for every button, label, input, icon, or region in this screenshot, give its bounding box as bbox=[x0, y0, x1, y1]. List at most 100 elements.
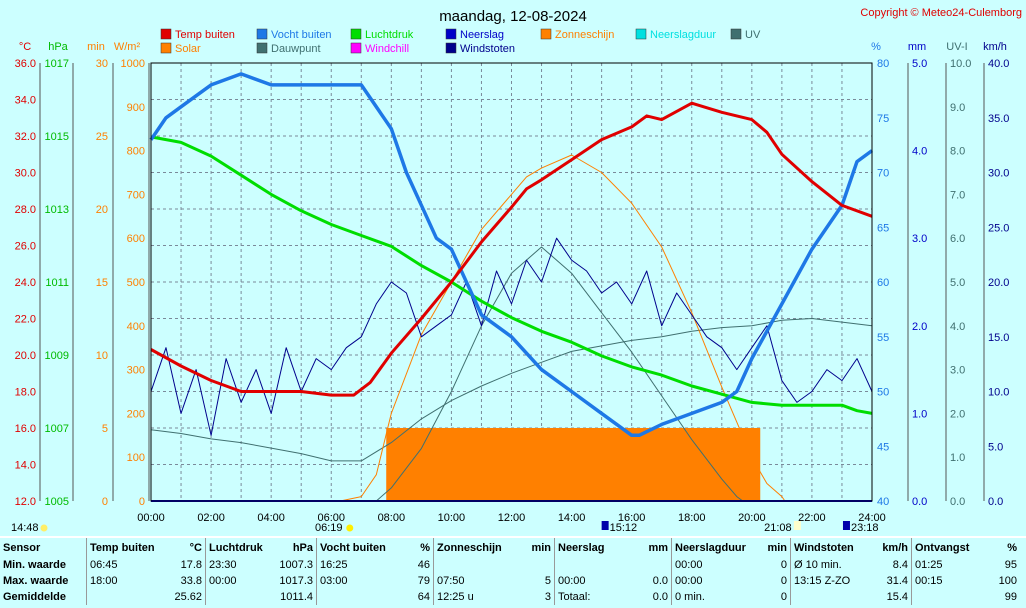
stats-cell-time: 13:15 Z-ZO bbox=[790, 573, 869, 589]
stats-cell-value: 33.8 bbox=[180, 575, 202, 587]
copyright-text: Copyright © Meteo24-Culemborg bbox=[860, 7, 1022, 19]
stats-cell-time: Ø 10 min. bbox=[790, 557, 869, 573]
solar-line bbox=[340, 154, 786, 502]
axis-unit-pressure: hPa bbox=[48, 41, 68, 53]
legend-swatch bbox=[160, 28, 172, 40]
stats-cell-value: 1007.3 bbox=[279, 559, 313, 571]
uv-tick-label: 0.0 bbox=[950, 496, 965, 508]
stats-header-rain-unit: mm bbox=[648, 541, 668, 554]
stats-cell-time: 23:30 bbox=[205, 557, 272, 573]
chart-title: maandag, 12-08-2024 bbox=[439, 8, 587, 25]
humidity-tick-label: 50 bbox=[877, 387, 889, 399]
uv-tick-label: 4.0 bbox=[950, 321, 965, 333]
x-tick-label: 12:00 bbox=[498, 512, 526, 524]
x-tick-label: 24:00 bbox=[858, 512, 886, 524]
stats-cell-time: 00:00 bbox=[205, 573, 272, 589]
legend-swatch bbox=[256, 28, 268, 40]
stats-cell-time: 00:00 bbox=[671, 557, 754, 573]
axis-unit-temp: °C bbox=[19, 41, 31, 53]
stats-cell-time: 00:00 bbox=[671, 573, 754, 589]
stats-cell-value: 0 bbox=[780, 591, 787, 603]
plot-frame bbox=[150, 62, 873, 502]
stats-header-rain-duration-unit: min bbox=[767, 541, 787, 554]
stats-cell-value: 79 bbox=[417, 575, 430, 587]
sunrise-label: 06:19 bbox=[315, 522, 343, 534]
solar-tick-label: 400 bbox=[127, 321, 145, 333]
legend-label: UV bbox=[745, 29, 761, 41]
stats-cell-value: 3 bbox=[544, 591, 551, 603]
stats-cell-time: 18:00 bbox=[86, 573, 159, 589]
x-tick-label: 14:00 bbox=[558, 512, 586, 524]
legend-swatch bbox=[350, 42, 362, 54]
uv-tick-label: 3.0 bbox=[950, 365, 965, 377]
solar-tick-label: 1000 bbox=[121, 58, 145, 70]
humidity-tick-label: 55 bbox=[877, 332, 889, 344]
stats-cell-time: 0 min. bbox=[671, 589, 754, 605]
pressure-line bbox=[150, 135, 873, 415]
legend-label: Windchill bbox=[365, 43, 409, 55]
moon-icon bbox=[40, 524, 48, 532]
humidity-tick-label: 75 bbox=[877, 113, 889, 125]
stats-header-temp-unit: °C bbox=[189, 541, 202, 554]
stats-cell-value: 0.0 bbox=[652, 575, 668, 587]
legend-label: Neerslagduur bbox=[650, 29, 716, 41]
sunset-label: 21:08 bbox=[764, 522, 792, 534]
pressure-tick-label: 1013 bbox=[45, 204, 69, 216]
temperature-line bbox=[150, 101, 873, 397]
stats-cell-time bbox=[790, 589, 869, 605]
x-tick-label: 08:00 bbox=[378, 512, 406, 524]
legend-label: Windstoten bbox=[460, 43, 515, 55]
wind-tick-label: 15.0 bbox=[988, 332, 1009, 344]
axis-unit-minutes: min bbox=[87, 41, 105, 53]
legend-label: Temp buiten bbox=[175, 29, 235, 41]
stats-cell-value: 0 bbox=[780, 559, 787, 571]
minutes-tick-label: 25 bbox=[96, 131, 108, 143]
stats-header-temp: Temp buiten bbox=[86, 538, 159, 557]
rain-tick-label: 1.0 bbox=[912, 408, 927, 420]
stats-cell-time: Totaal: bbox=[554, 589, 637, 605]
stats-cell-time bbox=[911, 589, 994, 605]
legend-swatch bbox=[256, 42, 268, 54]
stats-header-sunshine: Zonneschijn bbox=[433, 538, 522, 557]
legend-swatch bbox=[635, 28, 647, 40]
x-tick-label: 10:00 bbox=[438, 512, 466, 524]
temp-tick-label: 34.0 bbox=[15, 95, 36, 107]
legend-label: Vocht buiten bbox=[271, 29, 332, 41]
stats-row-min: Min. waarde 06:45 17.8 23:30 1007.3 16:2… bbox=[0, 557, 1020, 573]
stats-cell-value bbox=[637, 557, 672, 573]
humidity-line bbox=[149, 72, 874, 438]
stats-header-wind: Windstoten bbox=[790, 538, 869, 557]
wind-tick-label: 35.0 bbox=[988, 113, 1009, 125]
wind-tick-label: 40.0 bbox=[988, 58, 1009, 70]
stats-cell-value: 31.4 bbox=[886, 575, 908, 587]
rain-tick-label: 4.0 bbox=[912, 146, 927, 158]
pressure-tick-label: 1011 bbox=[45, 277, 69, 289]
stats-row-average: Gemiddelde 25.62 1011.4 64 12:25 u 3 Tot… bbox=[0, 589, 1020, 605]
humidity-tick-label: 70 bbox=[877, 168, 889, 180]
moonset-label: 14:48 bbox=[11, 522, 39, 534]
solar-tick-label: 600 bbox=[127, 233, 145, 245]
moonset2-label: 23:18 bbox=[851, 522, 879, 534]
stats-header-row: Sensor Temp buiten °C Luchtdruk hPa Voch… bbox=[0, 538, 1020, 557]
uv-tick-label: 9.0 bbox=[950, 102, 965, 114]
temp-tick-label: 22.0 bbox=[15, 314, 36, 326]
legend-swatch bbox=[445, 28, 457, 40]
rain-tick-label: 5.0 bbox=[912, 58, 927, 70]
wind-tick-label: 5.0 bbox=[988, 441, 1003, 453]
solar-tick-label: 700 bbox=[127, 189, 145, 201]
uv-tick-label: 7.0 bbox=[950, 189, 965, 201]
solar-tick-label: 0 bbox=[139, 496, 145, 508]
solar-tick-label: 900 bbox=[127, 102, 145, 114]
stats-header-humidity-unit: % bbox=[420, 541, 430, 554]
pressure-tick-label: 1005 bbox=[45, 496, 69, 508]
legend-label: Zonneschijn bbox=[555, 29, 614, 41]
stats-cell-time: 07:50 bbox=[433, 573, 522, 589]
temp-tick-label: 30.0 bbox=[15, 168, 36, 180]
temp-tick-label: 20.0 bbox=[15, 350, 36, 362]
solar-tick-label: 100 bbox=[127, 452, 145, 464]
uv-line bbox=[375, 246, 744, 502]
legend-swatch bbox=[160, 42, 172, 54]
legend-swatch bbox=[350, 28, 362, 40]
stats-cell-value: 46 bbox=[417, 559, 430, 571]
stats-cell-value: 0 bbox=[780, 575, 787, 587]
